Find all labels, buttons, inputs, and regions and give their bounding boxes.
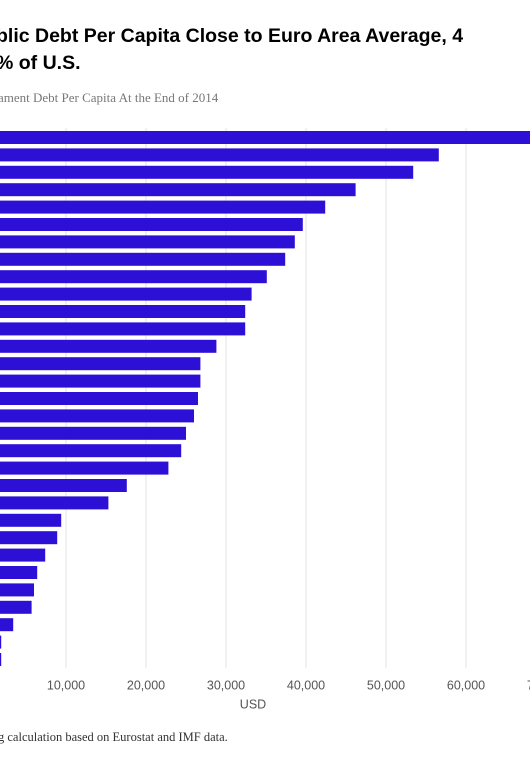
bar	[0, 305, 246, 318]
bar	[0, 409, 194, 423]
bar	[0, 322, 246, 336]
chart-title: blic Debt Per Capita Close to Euro Area …	[0, 25, 463, 47]
x-tick-label: 70,000	[527, 678, 530, 692]
bar	[0, 339, 217, 353]
chart-title: % of U.S.	[0, 52, 81, 74]
bar	[0, 200, 326, 214]
bar	[0, 426, 186, 440]
x-tick-label: 10,000	[47, 678, 85, 692]
x-tick-label: 60,000	[447, 678, 485, 692]
bar	[0, 183, 356, 197]
bar	[0, 392, 198, 405]
bar	[0, 287, 252, 301]
x-axis-label: USD	[240, 697, 266, 711]
bar	[0, 653, 2, 666]
bar	[0, 235, 295, 249]
bar	[0, 566, 38, 579]
bar	[0, 600, 32, 614]
bar	[0, 635, 2, 649]
x-tick-label: 30,000	[207, 678, 245, 692]
bar	[0, 479, 127, 492]
bar	[0, 270, 267, 284]
bar	[0, 218, 303, 231]
bar	[0, 252, 286, 266]
bar	[0, 583, 34, 597]
x-tick-label: 50,000	[367, 678, 405, 692]
bar	[0, 496, 109, 510]
bar	[0, 548, 46, 562]
bar	[0, 444, 182, 458]
bar	[0, 461, 169, 475]
bar	[0, 165, 414, 179]
bar	[0, 357, 201, 371]
bar	[0, 148, 439, 162]
source-note: g calculation based on Eurostat and IMF …	[0, 730, 228, 744]
bar	[0, 374, 201, 388]
bar	[0, 131, 530, 144]
bar	[0, 618, 14, 632]
x-tick-label: 20,000	[127, 678, 165, 692]
bar	[0, 531, 58, 545]
chart-subtitle: ament Debt Per Capita At the End of 2014	[0, 90, 219, 105]
x-tick-label: 40,000	[287, 678, 325, 692]
bar	[0, 513, 62, 527]
